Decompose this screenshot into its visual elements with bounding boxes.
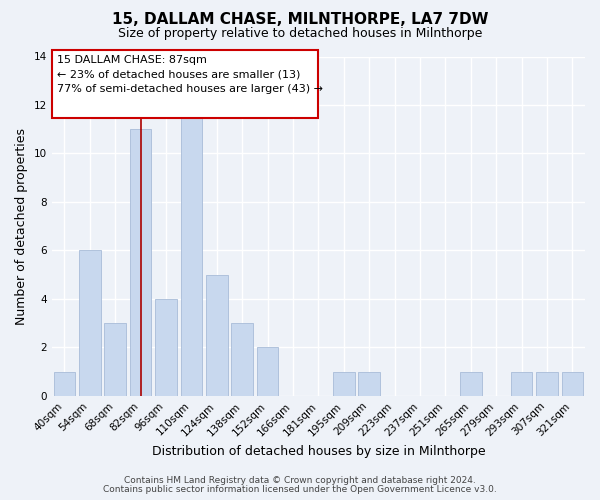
Bar xyxy=(511,372,532,396)
Text: 15, DALLAM CHASE, MILNTHORPE, LA7 7DW: 15, DALLAM CHASE, MILNTHORPE, LA7 7DW xyxy=(112,12,488,28)
Bar xyxy=(232,323,253,396)
Bar xyxy=(155,299,177,396)
Text: Size of property relative to detached houses in Milnthorpe: Size of property relative to detached ho… xyxy=(118,28,482,40)
FancyBboxPatch shape xyxy=(52,50,319,117)
Bar xyxy=(130,129,151,396)
Bar xyxy=(562,372,583,396)
Text: Contains HM Land Registry data © Crown copyright and database right 2024.: Contains HM Land Registry data © Crown c… xyxy=(124,476,476,485)
Bar xyxy=(206,274,227,396)
Text: Contains public sector information licensed under the Open Government Licence v3: Contains public sector information licen… xyxy=(103,484,497,494)
Bar xyxy=(460,372,482,396)
Bar xyxy=(358,372,380,396)
Y-axis label: Number of detached properties: Number of detached properties xyxy=(15,128,28,324)
Bar xyxy=(53,372,75,396)
Bar xyxy=(181,105,202,396)
Bar xyxy=(536,372,557,396)
Bar xyxy=(79,250,101,396)
Bar xyxy=(333,372,355,396)
Bar xyxy=(257,348,278,396)
Text: 15 DALLAM CHASE: 87sqm
← 23% of detached houses are smaller (13)
77% of semi-det: 15 DALLAM CHASE: 87sqm ← 23% of detached… xyxy=(57,55,323,94)
X-axis label: Distribution of detached houses by size in Milnthorpe: Distribution of detached houses by size … xyxy=(152,444,485,458)
Bar xyxy=(104,323,126,396)
